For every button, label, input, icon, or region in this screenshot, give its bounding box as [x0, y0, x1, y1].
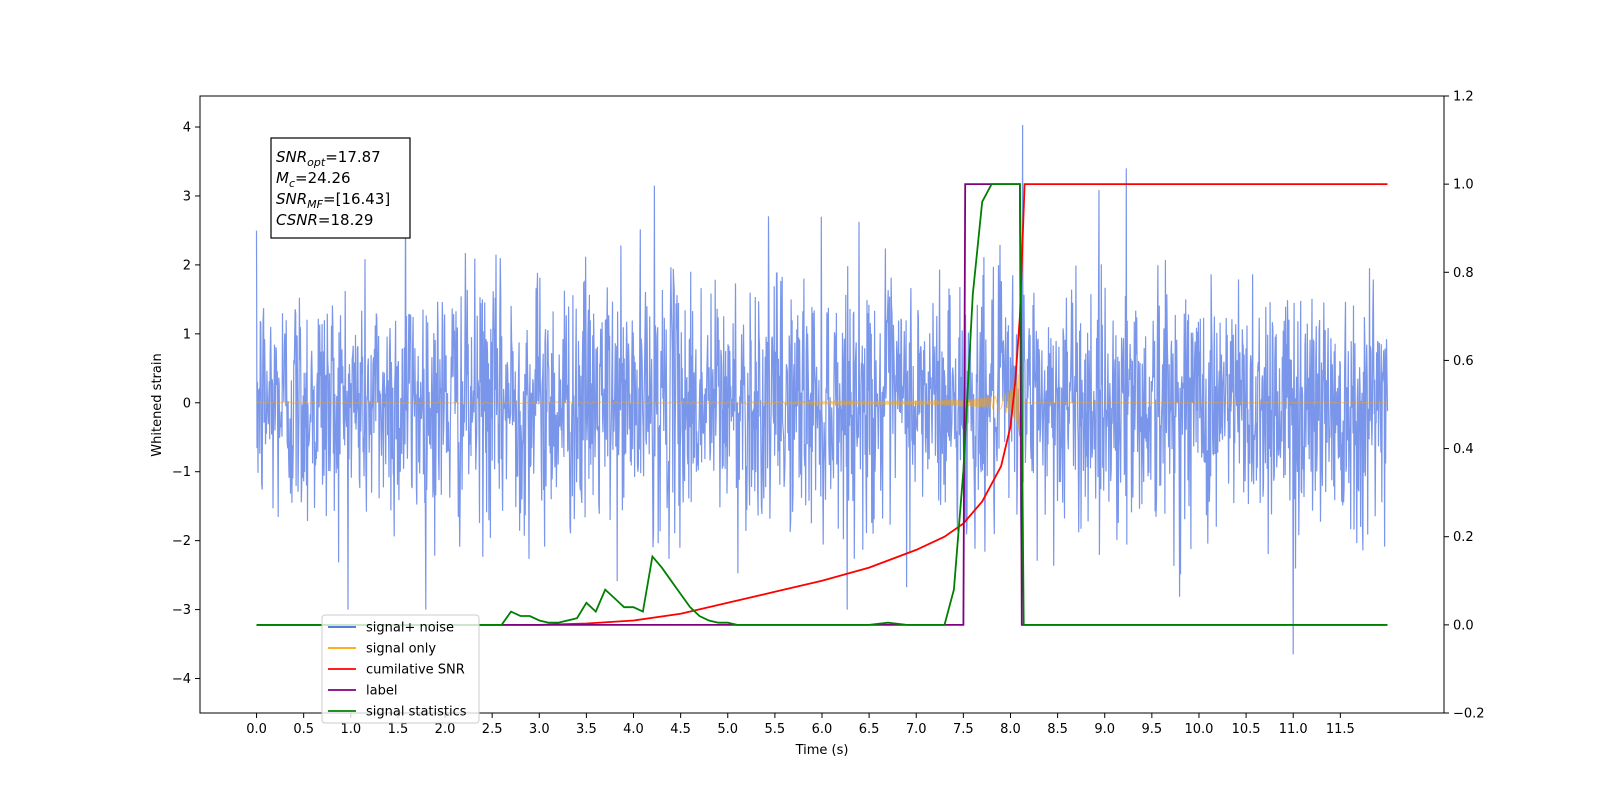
x-tick-label: 8.5 [1047, 722, 1068, 737]
legend-entry-label: signal statistics [366, 705, 467, 720]
x-tick-label: 4.5 [670, 722, 691, 737]
stats-annotation-frame [270, 137, 411, 239]
y-axis-left: −4 −3 −2 −1 0 1 2 3 4 [172, 121, 200, 687]
series-layer [255, 124, 1389, 655]
stats-annotation-value: =[16.43] [323, 190, 390, 208]
x-tick-label: 0.0 [246, 722, 267, 737]
y-tick-label: 2 [183, 258, 191, 273]
stats-annotation-symbol: CSNR [276, 211, 318, 229]
x-tick-label: 1.5 [388, 722, 409, 737]
stats-annotation-symbol: SNR [276, 190, 307, 208]
series-cumilative-snr-line [256, 183, 1388, 626]
x-tick-label: 1.0 [340, 722, 361, 737]
x-tick-label: 4.0 [623, 722, 644, 737]
stats-annotation-value: =18.29 [318, 211, 374, 229]
x-tick-label: 0.5 [293, 722, 314, 737]
y-tick-label: −4 [172, 672, 191, 687]
legend-entry-label: signal+ noise [366, 621, 454, 636]
series-signal-only-line [256, 320, 1388, 582]
x-tick-label: 10.0 [1184, 722, 1213, 737]
y-right-tick-label: 0.0 [1453, 618, 1474, 633]
legend-entry-label: cumilative SNR [366, 663, 465, 678]
x-tick-label: 8.0 [1000, 722, 1021, 737]
y-tick-label: 0 [183, 396, 191, 411]
y-right-tick-label: 0.2 [1453, 530, 1474, 545]
y-right-tick-label: 0.4 [1453, 442, 1474, 457]
x-tick-label: 2.5 [482, 722, 503, 737]
x-tick-label: 5.5 [765, 722, 786, 737]
y-tick-label: −2 [172, 534, 191, 549]
y-axis-right: −0.2 0.0 0.2 0.4 0.6 0.8 1.0 1.2 [1444, 90, 1485, 722]
stats-annotation-symbol: SNR [276, 148, 307, 166]
stats-annotation-line: SNRMF=[16.43] [276, 190, 390, 211]
y-axis-label: Whitened strain [150, 353, 165, 456]
x-tick-label: 6.0 [812, 722, 833, 737]
y-tick-label: 1 [183, 327, 191, 342]
stats-annotation-value: =17.87 [325, 148, 381, 166]
y-right-tick-label: 0.8 [1453, 266, 1474, 281]
stats-annotation-line: SNRopt=17.87 [276, 148, 381, 169]
y-tick-label: −3 [172, 603, 191, 618]
series-signal-statistics-line [256, 183, 1388, 626]
x-tick-label: 10.5 [1232, 722, 1261, 737]
legend-box [321, 614, 480, 724]
x-tick-label: 7.5 [953, 722, 974, 737]
y-right-tick-label: 0.6 [1453, 354, 1474, 369]
y-tick-label: 4 [183, 121, 191, 136]
stats-annotation-line: Mc=24.26 [276, 169, 351, 190]
x-tick-label: 9.0 [1094, 722, 1115, 737]
legend: signal+ noise signal only cumilative SNR la… [321, 614, 480, 724]
stats-annotation-subscript: opt [307, 156, 326, 169]
x-tick-label: 3.0 [529, 722, 550, 737]
x-tick-label: 2.0 [435, 722, 456, 737]
stats-annotation-symbol: M [276, 169, 289, 187]
x-tick-label: 11.0 [1279, 722, 1308, 737]
y-tick-label: −1 [172, 465, 191, 480]
legend-entry-label: label [366, 684, 397, 699]
x-axis-label: Time (s) [795, 743, 849, 758]
series-signal-noise-line [255, 124, 1389, 655]
x-axis: 0.0 0.5 1.0 1.5 2.0 2.5 3.0 3.5 4.0 4.5 5.0 5.5 6.0 6… [246, 713, 1355, 737]
x-tick-label: 11.5 [1326, 722, 1355, 737]
stats-annotation-subscript: c [289, 177, 295, 190]
y-right-tick-label: 1.0 [1453, 178, 1474, 193]
x-tick-label: 5.0 [717, 722, 738, 737]
x-tick-label: 3.5 [576, 722, 597, 737]
legend-entry-label: signal only [366, 642, 436, 657]
stats-annotation-box: SNRopt=17.87Mc=24.26SNRMF=[16.43]CSNR=18… [270, 137, 411, 239]
x-tick-label: 7.0 [906, 722, 927, 737]
x-tick-label: 6.5 [859, 722, 880, 737]
y-right-tick-label: −0.2 [1453, 707, 1485, 722]
stats-annotation-subscript: MF [307, 198, 323, 211]
stats-annotation-value: =24.26 [295, 169, 351, 187]
x-tick-label: 9.5 [1142, 722, 1163, 737]
stats-annotation-line: CSNR=18.29 [276, 211, 373, 229]
y-tick-label: 3 [183, 189, 191, 204]
y-right-tick-label: 1.2 [1453, 90, 1474, 105]
